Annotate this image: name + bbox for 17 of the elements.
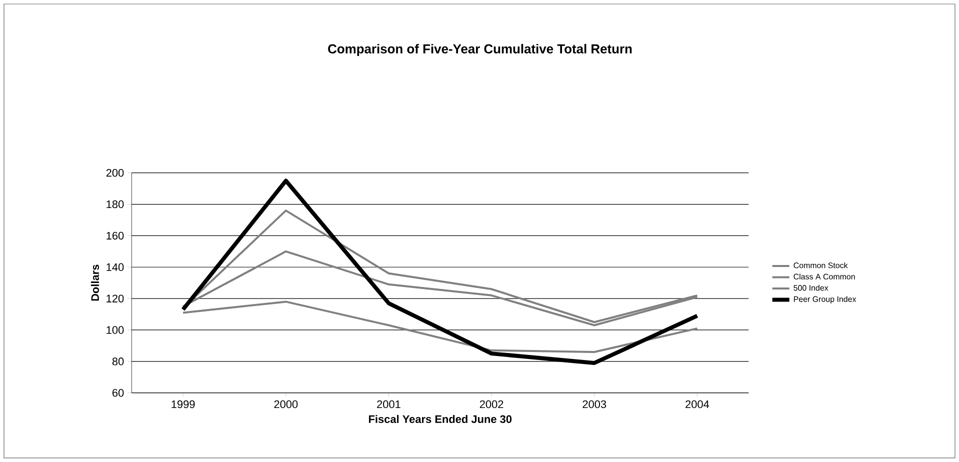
- x-tick-label: 1999: [172, 400, 195, 408]
- chart-title: Comparison of Five-Year Cumulative Total Return: [328, 44, 632, 56]
- y-tick-label: 140: [106, 263, 124, 272]
- x-tick-label: 2003: [582, 400, 606, 408]
- y-axis-title: Dollars: [90, 264, 99, 301]
- y-tick-label: 200: [106, 168, 124, 177]
- y-tick-label: 160: [106, 232, 124, 240]
- y-tick-label: 100: [106, 326, 124, 334]
- y-tick-label: 60: [112, 388, 124, 397]
- x-tick-label: 2004: [686, 400, 710, 408]
- x-tick-label: 2002: [480, 400, 504, 408]
- x-tick-label: 2000: [274, 400, 298, 408]
- x-axis-title: Fiscal Years Ended June 30: [368, 414, 512, 424]
- x-tick-label: 2001: [377, 400, 400, 408]
- y-tick-label: 180: [106, 200, 124, 208]
- y-tick-label: 80: [112, 358, 124, 366]
- y-tick-label: 120: [106, 294, 124, 302]
